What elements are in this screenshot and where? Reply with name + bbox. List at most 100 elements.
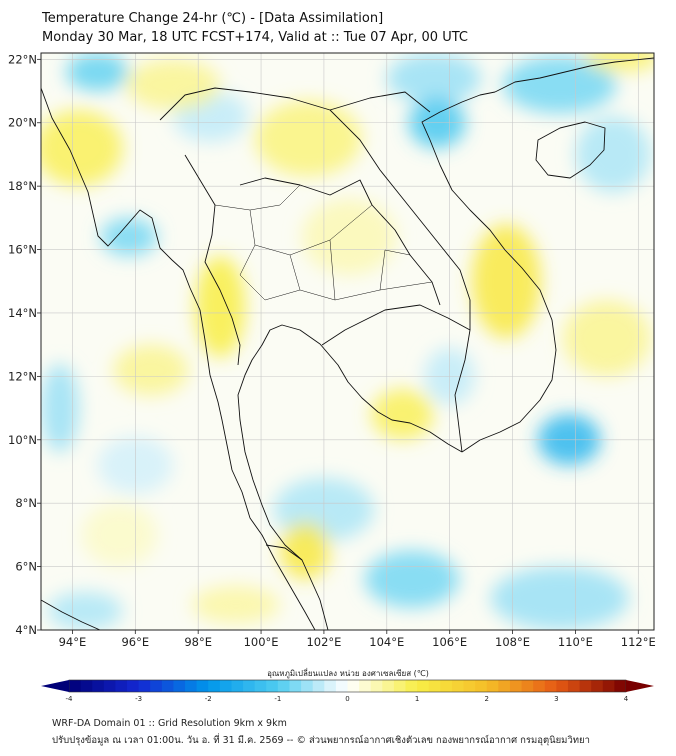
coastline-china — [494, 57, 654, 93]
colorbar-segment — [451, 680, 465, 692]
colorbar-segment — [301, 680, 314, 692]
field-anomaly — [364, 550, 460, 608]
coastline-vietnam — [421, 91, 557, 453]
field-anomaly — [125, 59, 221, 111]
border-thailand-laos — [239, 177, 441, 306]
colorbar-extend-low — [41, 680, 69, 692]
lat-tick-label: 12°N — [8, 369, 37, 383]
lon-tick-label: 108°E — [495, 635, 530, 649]
field-anomaly — [562, 300, 651, 377]
colorbar-segment — [219, 680, 232, 692]
field-anomaly — [584, 53, 654, 73]
colorbar-segment — [185, 680, 198, 692]
lon-tick-label: 94°E — [59, 635, 87, 649]
colorbar-ticks: -4 -3 -2 -1 0 1 2 3 4 — [66, 695, 629, 703]
colorbar-segment — [405, 680, 418, 692]
colorbar-segment — [591, 680, 604, 692]
lon-tick-label: 96°E — [121, 635, 149, 649]
colorbar-segment — [370, 680, 383, 692]
colorbar-segment — [544, 680, 557, 692]
colorbar-segment — [602, 680, 615, 692]
lat-tick-label: 20°N — [8, 116, 37, 130]
field-anomaly — [66, 53, 130, 92]
latitude-ticks: 22°N 20°N 18°N 16°N 14°N 12°N 10°N 8°N 6°N 4°N — [8, 52, 41, 637]
field-anomaly — [100, 217, 158, 256]
lon-tick-label: 106°E — [432, 635, 467, 649]
coastline-west — [41, 87, 316, 630]
lon-tick-label: 100°E — [244, 635, 279, 649]
colorbar-segment — [324, 680, 337, 692]
footer-model-info: WRF-DA Domain 01 :: Grid Resolution 9km … — [52, 718, 287, 729]
field-anomaly — [81, 503, 158, 567]
colorbar-tick-label: -1 — [274, 695, 281, 703]
island-hainan — [535, 121, 606, 179]
border-china — [159, 87, 431, 121]
colorbar-segment — [567, 680, 581, 692]
colorbar-tick-label: 3 — [554, 695, 558, 703]
colorbar-segment — [277, 680, 290, 692]
field-anomaly — [386, 53, 482, 104]
colorbar-segment — [509, 680, 523, 692]
colorbar-segment — [173, 680, 186, 692]
field-anomaly — [371, 389, 434, 440]
colorbar-tick-label: -4 — [66, 695, 74, 703]
field-anomaly — [254, 100, 362, 177]
lon-tick-label: 102°E — [306, 635, 341, 649]
colorbar-segment — [533, 680, 546, 692]
colorbar-segment — [196, 680, 209, 692]
colorbar-segment — [289, 680, 302, 692]
colorbar-segment — [161, 680, 174, 692]
field-anomaly — [279, 522, 331, 580]
colorbar-segment — [359, 680, 372, 692]
temperature-field — [41, 53, 654, 630]
colorbar-tick-label: -2 — [205, 695, 212, 703]
colorbar-segment — [428, 680, 441, 692]
colorbar-segment — [243, 680, 256, 692]
field-anomaly — [113, 344, 189, 396]
footer-credit: ปรับปรุงข้อมูล ณ เวลา 01:00น. วัน อ. ที่… — [52, 735, 590, 746]
colorbar-segment — [231, 680, 244, 692]
colorbar-segment — [521, 680, 534, 692]
province-lines — [214, 184, 433, 301]
colorbar-segment — [127, 680, 140, 692]
colorbar-segment — [138, 680, 151, 692]
field-anomaly — [471, 224, 541, 339]
lat-tick-label: 10°N — [8, 433, 37, 447]
lon-tick-label: 104°E — [369, 635, 404, 649]
colorbar-tick-label: 0 — [345, 695, 349, 703]
field-anomaly — [41, 110, 123, 187]
lat-tick-label: 22°N — [8, 52, 37, 66]
map-subtitle: Monday 30 Mar, 18 UTC FCST+174, Valid at… — [42, 30, 468, 45]
border-cambodia — [321, 304, 471, 453]
colorbar-segment — [312, 680, 325, 692]
field-anomaly — [503, 56, 617, 114]
lat-tick-label: 8°N — [15, 496, 37, 510]
colorbar-segment — [335, 680, 348, 692]
colorbar-label: อุณหภูมิเปลี่ยนแปลง หน่วย องศาเซลเซียส (… — [267, 667, 429, 679]
lat-tick-label: 6°N — [15, 560, 37, 574]
colorbar-segment — [208, 680, 221, 692]
lat-tick-label: 16°N — [8, 243, 37, 257]
field-anomaly — [191, 585, 280, 624]
colorbar-segment — [266, 680, 279, 692]
coastlines-and-borders — [41, 57, 654, 630]
colorbar — [68, 679, 627, 693]
colorbar-tick-label: -3 — [135, 695, 142, 703]
lat-tick-label: 14°N — [8, 306, 37, 320]
colorbar-segment — [440, 680, 453, 692]
field-anomaly — [575, 116, 651, 193]
colorbar-segment — [556, 680, 569, 692]
coastline-sumatra — [41, 599, 101, 630]
map-frame — [40, 52, 655, 631]
colorbar-segment — [393, 680, 407, 692]
lat-tick-label: 4°N — [15, 623, 37, 637]
colorbar-tick-label: 2 — [485, 695, 489, 703]
colorbar-segment — [69, 680, 82, 692]
colorbar-extend-high — [626, 680, 654, 692]
colorbar-segment — [417, 680, 430, 692]
colorbar-tick-label: 4 — [624, 695, 629, 703]
longitude-ticks: 94°E 96°E 98°E 100°E 102°E 104°E 106°E 108°E 110… — [59, 630, 656, 649]
map-title: Temperature Change 24-hr (℃) - [Data Ass… — [42, 11, 384, 26]
border-myanmar-thailand — [184, 154, 241, 366]
colorbar-segment — [498, 680, 511, 692]
